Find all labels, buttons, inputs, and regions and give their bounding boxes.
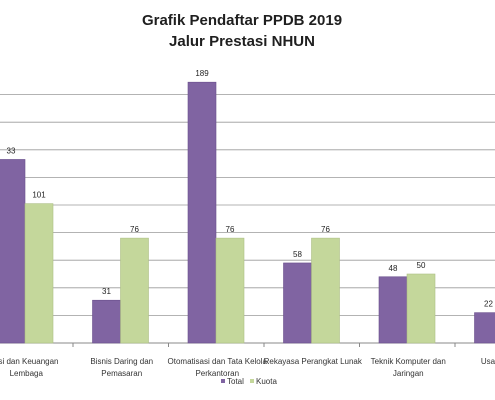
legend-label-total: Total: [227, 377, 244, 386]
bar-total-0: [0, 159, 26, 344]
legend-swatch-kuota: [250, 379, 254, 383]
category-label-1-line1: Pemasaran: [101, 369, 142, 378]
bar-kuota-3: [311, 237, 340, 344]
data-label-kuota-4: 50: [417, 261, 426, 270]
legend: Total Kuota: [221, 377, 277, 386]
chart-title: Grafik Pendaftar PPDB 2019: [142, 12, 342, 29]
category-label-2-line0: Otomatisasi dan Tata Kelola: [168, 357, 268, 366]
category-label-0-line1: Lembaga: [10, 369, 44, 378]
data-label-total-5: 22: [484, 300, 493, 309]
legend-swatch-total: [221, 379, 225, 383]
legend-label-kuota: Kuota: [256, 377, 277, 386]
category-labels: nsi dan Keuangan Lembaga Bisnis Daring dan…: [0, 357, 495, 378]
data-label-kuota-1: 76: [130, 225, 139, 234]
data-label-total-1: 31: [102, 287, 111, 296]
bar-total-1: [92, 299, 121, 344]
bar-total-5: [474, 312, 495, 344]
category-label-1-line0: Bisnis Daring dan: [90, 357, 153, 366]
data-label-kuota-3: 76: [321, 225, 330, 234]
bar-kuota-4: [406, 273, 436, 344]
data-label-total-4: 48: [389, 264, 398, 273]
bars: [0, 81, 495, 344]
category-label-4-line1: Jaringan: [393, 369, 424, 378]
category-label-0-line0: nsi dan Keuangan: [0, 357, 59, 366]
bar-total-4: [378, 276, 408, 344]
category-label-4-line0: Teknik Komputer dan: [371, 357, 446, 366]
data-label-total-2: 189: [195, 69, 209, 78]
data-label-total-0: 33: [7, 146, 16, 155]
data-labels: 33 31 189 58 48 22 101 76 76 76 50: [7, 69, 494, 308]
bar-kuota-1: [120, 237, 149, 344]
chart-subtitle: Jalur Prestasi NHUN: [169, 33, 315, 50]
bar-kuota-2: [215, 237, 245, 344]
data-label-total-3: 58: [293, 250, 302, 259]
category-label-2-line1: Perkantoran: [195, 369, 239, 378]
data-label-kuota-2: 76: [226, 225, 235, 234]
category-label-3-line0: Rekayasa Perangkat Lunak: [264, 357, 363, 366]
category-label-5-line0: Usaha Perjal: [481, 357, 495, 366]
bar-kuota-0: [24, 203, 54, 344]
bar-total-2: [187, 81, 217, 344]
data-label-kuota-0: 101: [32, 191, 46, 200]
bar-total-3: [283, 262, 312, 344]
